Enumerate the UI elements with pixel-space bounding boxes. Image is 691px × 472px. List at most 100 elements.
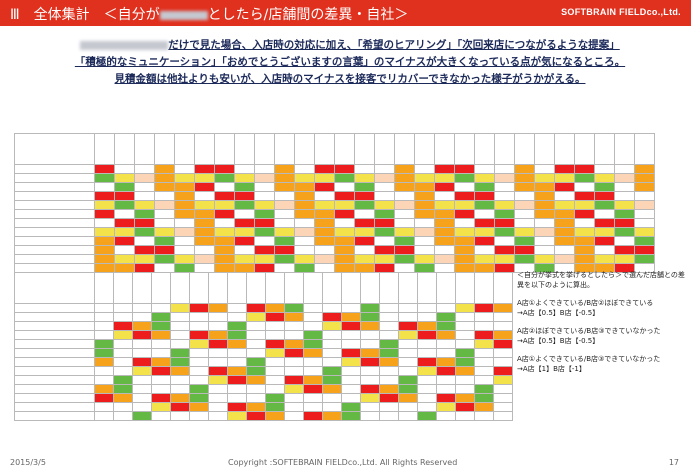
row-label-cell xyxy=(14,348,95,358)
page-title-prefix: Ⅲ 全体集計 ＜自分が xyxy=(10,7,160,23)
heatmap-cell xyxy=(154,254,175,264)
heatmap-cell xyxy=(284,366,304,376)
heatmap-cell xyxy=(474,357,494,367)
header-cell xyxy=(514,133,535,165)
row-label-cell xyxy=(14,312,95,322)
heatmap-cell xyxy=(494,218,515,228)
heatmap-cell xyxy=(265,366,285,376)
heatmap-cell xyxy=(574,218,595,228)
heatmap-cell xyxy=(494,227,515,237)
header-cell xyxy=(594,133,615,165)
table-row xyxy=(14,263,655,273)
heatmap-cell xyxy=(94,312,114,322)
heatmap-cell xyxy=(194,209,215,219)
heatmap-cell xyxy=(254,191,275,201)
heatmap-cell xyxy=(474,245,495,255)
heatmap-cell xyxy=(134,209,155,219)
heatmap-cell xyxy=(354,245,375,255)
header-cell xyxy=(284,272,304,304)
heatmap-cell xyxy=(474,402,494,412)
heatmap-cell xyxy=(134,200,155,210)
heatmap-cell xyxy=(274,200,295,210)
heatmap-cell xyxy=(398,375,418,385)
heatmap-cell xyxy=(170,321,190,331)
heatmap-cell xyxy=(274,182,295,192)
heatmap-cell xyxy=(574,173,595,183)
heatmap-cell xyxy=(434,164,455,174)
table-header-row xyxy=(14,272,513,304)
heatmap-cell xyxy=(454,227,475,237)
header-cell xyxy=(254,133,275,165)
heatmap-cell xyxy=(436,312,456,322)
heatmap-cell xyxy=(634,191,655,201)
heatmap-cell xyxy=(265,303,285,313)
heatmap-cell xyxy=(189,366,209,376)
heatmap-cell xyxy=(474,227,495,237)
heatmap-cell xyxy=(227,303,247,313)
heatmap-cell xyxy=(254,200,275,210)
heatmap-cell xyxy=(334,209,355,219)
heatmap-cell xyxy=(284,411,304,421)
heatmap-cell xyxy=(614,227,635,237)
heatmap-cell xyxy=(113,330,133,340)
heatmap-cell xyxy=(134,254,155,264)
row-label-cell xyxy=(14,303,95,313)
heatmap-cell xyxy=(132,411,152,421)
heatmap-cell xyxy=(554,191,575,201)
heatmap-cell xyxy=(174,236,195,246)
heatmap-cell xyxy=(189,411,209,421)
footer-date: 2015/3/5 xyxy=(10,458,46,467)
heatmap-cell xyxy=(455,375,475,385)
heatmap-cell xyxy=(314,164,335,174)
summary-line-3: 見積金額は他社よりも安いが、入店時のマイナスを接客でリカバーできなかった様子がう… xyxy=(114,73,586,85)
heatmap-cell xyxy=(151,321,171,331)
heatmap-cell xyxy=(154,200,175,210)
heatmap-cell xyxy=(170,402,190,412)
heatmap-cell xyxy=(94,393,114,403)
heatmap-cell xyxy=(234,236,255,246)
heatmap-cell xyxy=(354,182,375,192)
heatmap-cell xyxy=(455,402,475,412)
heatmap-cell xyxy=(154,191,175,201)
heatmap-cell xyxy=(614,218,635,228)
heatmap-cell xyxy=(134,218,155,228)
header-cell xyxy=(417,272,437,304)
heatmap-cell xyxy=(634,227,655,237)
header-cell xyxy=(374,133,395,165)
heatmap-cell xyxy=(314,227,335,237)
table-row xyxy=(14,393,513,403)
heatmap-cell xyxy=(170,303,190,313)
heatmap-cell xyxy=(394,218,415,228)
heatmap-cell xyxy=(417,339,437,349)
heatmap-cell xyxy=(394,209,415,219)
heatmap-cell xyxy=(113,411,133,421)
header-cell xyxy=(394,133,415,165)
heatmap-cell xyxy=(534,254,555,264)
heatmap-cell xyxy=(189,330,209,340)
heatmap-cell xyxy=(284,312,304,322)
heatmap-cell xyxy=(398,330,418,340)
heatmap-cell xyxy=(455,357,475,367)
heatmap-cell xyxy=(303,366,323,376)
heatmap-cell xyxy=(414,209,435,219)
heatmap-cell xyxy=(360,348,380,358)
heatmap-cell xyxy=(414,164,435,174)
heatmap-cell xyxy=(94,357,114,367)
heatmap-cell xyxy=(114,191,135,201)
heatmap-cell xyxy=(174,191,195,201)
heatmap-cell xyxy=(174,218,195,228)
heatmap-cell xyxy=(360,321,380,331)
header-cell xyxy=(94,133,115,165)
heatmap-cell xyxy=(354,200,375,210)
heatmap-cell xyxy=(594,227,615,237)
heatmap-cell xyxy=(394,182,415,192)
heatmap-cell xyxy=(474,330,494,340)
heatmap-cell xyxy=(474,209,495,219)
heatmap-cell xyxy=(474,173,495,183)
heatmap-cell xyxy=(360,366,380,376)
heatmap-cell xyxy=(151,411,171,421)
heatmap-cell xyxy=(274,245,295,255)
heatmap-cell xyxy=(246,303,266,313)
heatmap-cell xyxy=(493,339,513,349)
heatmap-cell xyxy=(634,254,655,264)
